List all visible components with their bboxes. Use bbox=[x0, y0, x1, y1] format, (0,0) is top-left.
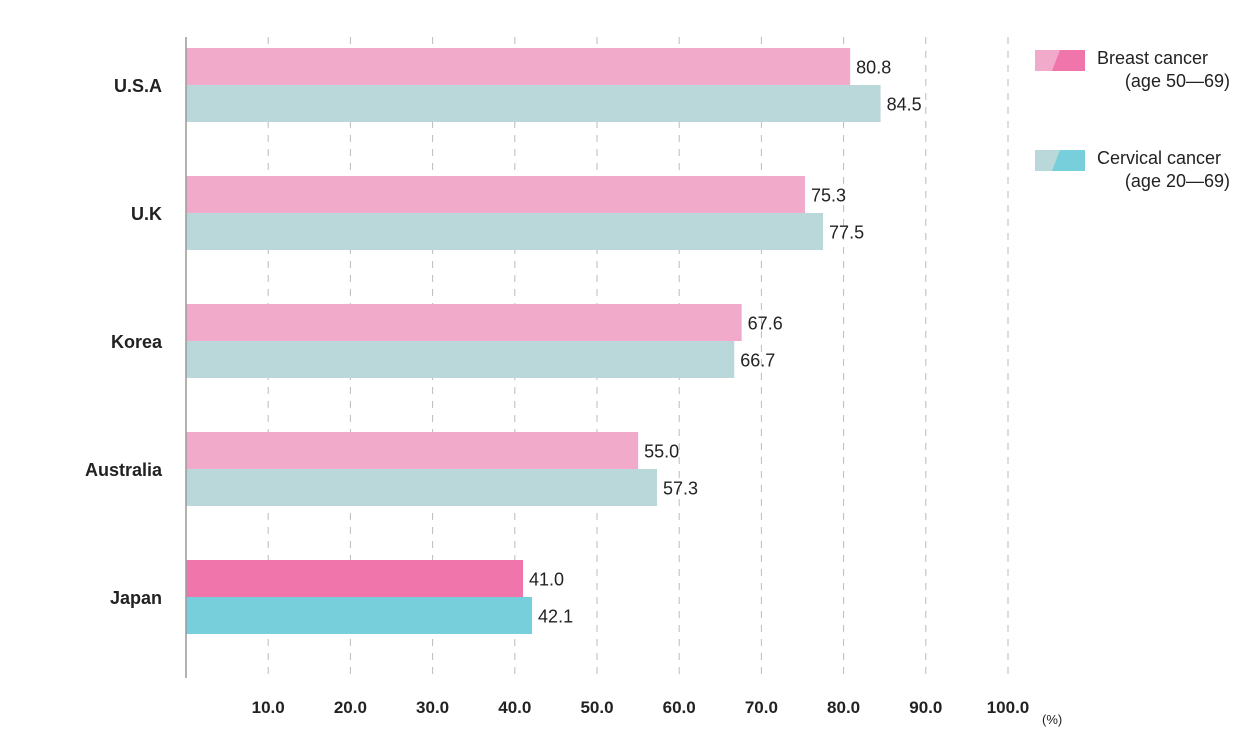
bar bbox=[186, 341, 735, 378]
legend-swatch-cervical bbox=[1035, 150, 1085, 171]
bars bbox=[186, 48, 881, 634]
legend-label-breast: Breast cancer bbox=[1097, 48, 1209, 68]
legend-age-cervical: (age 20—69) bbox=[1124, 171, 1230, 191]
x-tick-label: 100.0 bbox=[987, 698, 1030, 717]
x-tick-label: 90.0 bbox=[909, 698, 942, 717]
bar-value-label: 55.0 bbox=[644, 442, 679, 462]
x-tick-label: 10.0 bbox=[252, 698, 285, 717]
bar bbox=[186, 48, 851, 85]
value-labels: 80.8 84.5 75.3 77.5 67.6 66.7 55.0 57.3 41.0 42.1 bbox=[529, 58, 922, 627]
bar-value-label: 75.3 bbox=[811, 186, 846, 206]
bar bbox=[186, 176, 805, 213]
category-label: Japan bbox=[110, 588, 162, 608]
x-tick-labels: 10.0 20.0 30.0 40.0 50.0 60.0 70.0 80.0 90.0 100.… bbox=[252, 698, 1030, 717]
category-labels: U.S.A U.K Korea Australia Japan bbox=[85, 76, 163, 608]
legend-swatch-breast bbox=[1035, 50, 1085, 71]
x-tick-label: 20.0 bbox=[334, 698, 367, 717]
legend: Breast cancer (age 50—69) bbox=[1035, 48, 1240, 110]
bar bbox=[186, 85, 881, 122]
x-tick-label: 60.0 bbox=[663, 698, 696, 717]
category-label: U.K bbox=[131, 204, 162, 224]
bar-value-label: 84.5 bbox=[887, 95, 922, 115]
x-tick-label: 30.0 bbox=[416, 698, 449, 717]
bar-value-label: 67.6 bbox=[748, 314, 783, 334]
bar-value-label: 80.8 bbox=[856, 58, 891, 78]
category-label: Australia bbox=[85, 460, 163, 480]
category-label: U.S.A bbox=[114, 76, 162, 96]
category-label: Korea bbox=[111, 332, 163, 352]
x-tick-label: 70.0 bbox=[745, 698, 778, 717]
bar-value-label: 77.5 bbox=[829, 223, 864, 243]
bar bbox=[186, 597, 533, 634]
x-unit-label: (%) bbox=[1042, 712, 1062, 727]
bar bbox=[186, 560, 524, 597]
legend-label-cervical: Cervical cancer bbox=[1097, 148, 1222, 168]
bar bbox=[186, 213, 824, 250]
bar-value-label: 41.0 bbox=[529, 570, 564, 590]
legend-age-breast: (age 50—69) bbox=[1124, 71, 1230, 91]
bar bbox=[186, 469, 658, 506]
x-tick-label: 80.0 bbox=[827, 698, 860, 717]
bar bbox=[186, 432, 639, 469]
bar-value-label: 66.7 bbox=[740, 351, 775, 371]
bar-value-label: 42.1 bbox=[538, 607, 573, 627]
bar-value-label: 57.3 bbox=[663, 479, 698, 499]
x-tick-label: 50.0 bbox=[580, 698, 613, 717]
legend-2: Cervical cancer (age 20—69) bbox=[1035, 148, 1240, 210]
bar bbox=[186, 304, 742, 341]
x-tick-label: 40.0 bbox=[498, 698, 531, 717]
